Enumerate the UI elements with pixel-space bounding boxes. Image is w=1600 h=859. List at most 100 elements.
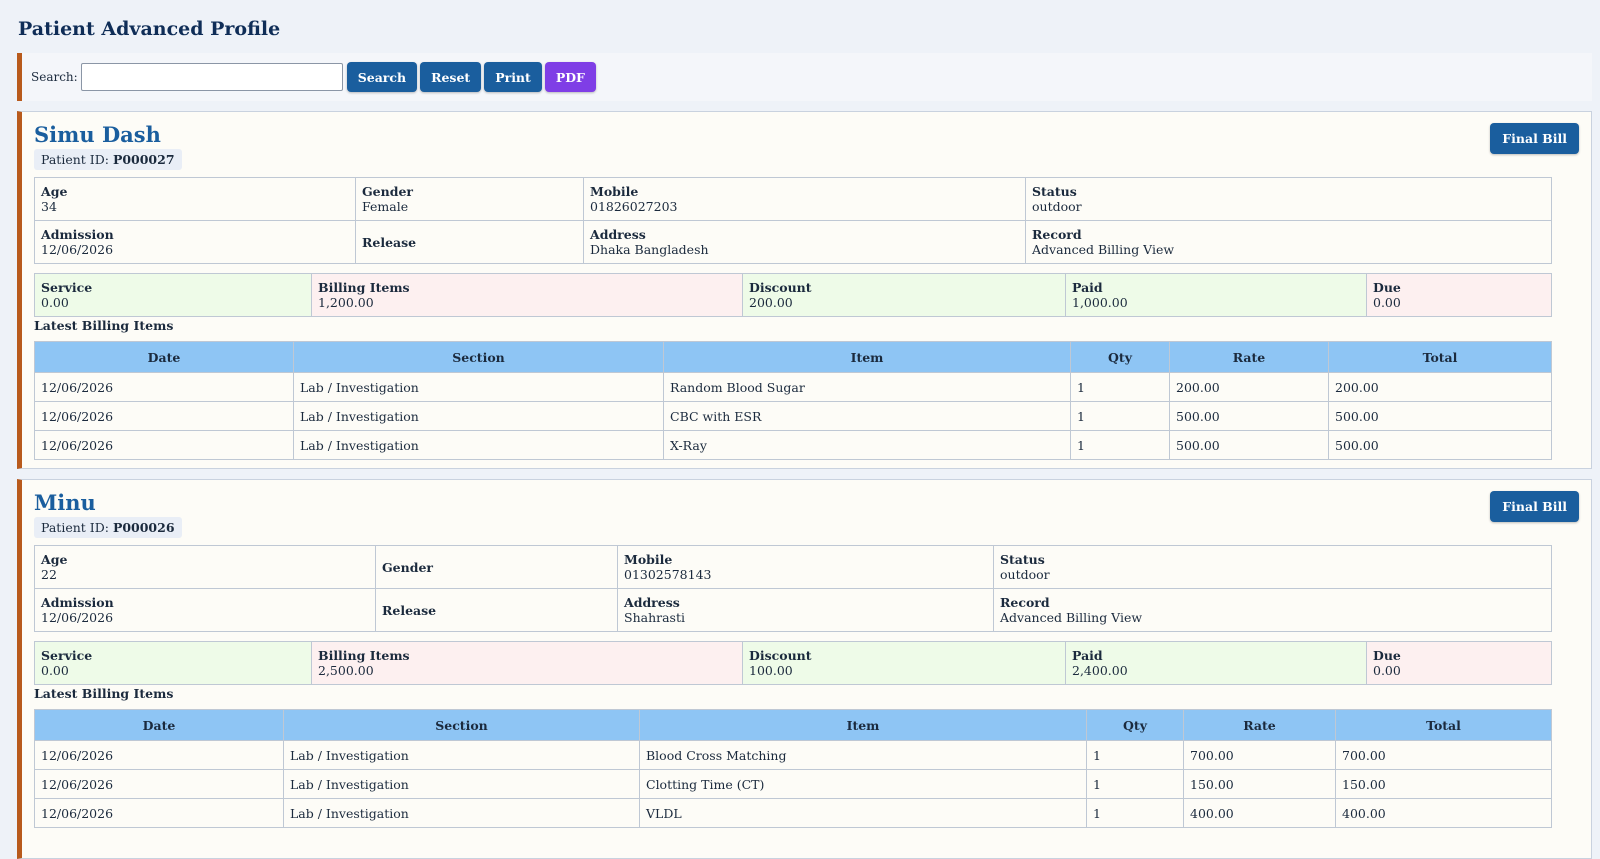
admission-cell: Admission 12/06/2026: [34, 220, 356, 264]
row-total: 700.00: [1335, 740, 1552, 770]
row-qty: 1: [1070, 430, 1170, 460]
search-input[interactable]: [80, 63, 343, 91]
service-value: 0.00: [41, 663, 69, 678]
record-value: Advanced Billing View: [1000, 610, 1143, 625]
status-cell: Status outdoor: [1025, 177, 1552, 221]
col-rate: Rate: [1183, 709, 1336, 741]
final-bill-button[interactable]: Final Bill: [1490, 491, 1579, 522]
row-section: Lab / Investigation: [293, 401, 664, 431]
status-cell: Status outdoor: [993, 545, 1552, 589]
service-label: Service: [41, 280, 93, 295]
patient-id-label: Patient ID:: [41, 520, 109, 535]
status-label: Status: [1000, 552, 1045, 567]
discount-cell: Discount 200.00: [742, 273, 1066, 317]
table-row: 12/06/2026 Lab / Investigation X-Ray 1 5…: [34, 430, 1552, 460]
admission-value: 12/06/2026: [41, 242, 114, 257]
print-button[interactable]: Print: [484, 62, 542, 92]
col-date: Date: [34, 341, 294, 373]
paid-label: Paid: [1072, 648, 1103, 663]
mobile-cell: Mobile 01302578143: [617, 545, 994, 589]
admission-value: 12/06/2026: [41, 610, 114, 625]
row-section: Lab / Investigation: [293, 372, 664, 402]
status-value: outdoor: [1000, 567, 1050, 582]
row-total: 150.00: [1335, 769, 1552, 799]
row-date: 12/06/2026: [34, 430, 294, 460]
latest-billing-heading: Latest Billing Items: [34, 686, 174, 701]
billing-summary-table: Service 0.00 Billing Items 1,200.00 Disc…: [34, 273, 1552, 317]
col-section: Section: [283, 709, 640, 741]
col-item: Item: [639, 709, 1087, 741]
paid-value: 1,000.00: [1072, 295, 1128, 310]
row-total: 400.00: [1335, 798, 1552, 828]
patient-card: Minu Patient ID: P000026 Final Bill Age …: [17, 479, 1592, 859]
due-label: Due: [1373, 648, 1401, 663]
gender-cell: Gender Female: [355, 177, 584, 221]
billing-items-table: Date Section Item Qty Rate Total 12/06/2…: [34, 709, 1552, 828]
search-button[interactable]: Search: [346, 62, 418, 92]
discount-label: Discount: [749, 280, 812, 295]
billing-items-cell: Billing Items 2,500.00: [311, 641, 743, 685]
paid-cell: Paid 2,400.00: [1065, 641, 1367, 685]
final-bill-button[interactable]: Final Bill: [1490, 123, 1579, 154]
address-label: Address: [590, 227, 646, 242]
pdf-button[interactable]: PDF: [544, 62, 596, 92]
row-date: 12/06/2026: [34, 798, 284, 828]
discount-value: 200.00: [749, 295, 793, 310]
age-label: Age: [41, 184, 68, 199]
row-qty: 1: [1086, 740, 1184, 770]
col-qty: Qty: [1086, 709, 1184, 741]
mobile-value: 01302578143: [624, 567, 712, 582]
release-label: Release: [382, 602, 437, 618]
address-value: Dhaka Bangladesh: [590, 242, 709, 257]
search-toolbar: Search: Search Reset Print PDF: [17, 53, 1592, 101]
patient-info-table: Age 22 Gender Mobile 01302578143 Status …: [34, 545, 1552, 632]
billing-items-cell: Billing Items 1,200.00: [311, 273, 743, 317]
row-item: Clotting Time (CT): [639, 769, 1087, 799]
row-section: Lab / Investigation: [283, 740, 640, 770]
row-item: X-Ray: [663, 430, 1071, 460]
row-section: Lab / Investigation: [283, 798, 640, 828]
admission-label: Admission: [41, 227, 114, 242]
row-rate: 400.00: [1183, 798, 1336, 828]
billing-items-label: Billing Items: [318, 280, 410, 295]
row-qty: 1: [1086, 769, 1184, 799]
service-value: 0.00: [41, 295, 69, 310]
age-value: 34: [41, 199, 57, 214]
table-row: 12/06/2026 Lab / Investigation Blood Cro…: [34, 740, 1552, 770]
gender-value: Female: [362, 199, 409, 214]
gender-cell: Gender: [375, 545, 618, 589]
billing-items-table: Date Section Item Qty Rate Total 12/06/2…: [34, 341, 1552, 460]
discount-label: Discount: [749, 648, 812, 663]
table-row: 12/06/2026 Lab / Investigation Random Bl…: [34, 372, 1552, 402]
row-rate: 500.00: [1169, 401, 1329, 431]
row-qty: 1: [1070, 372, 1170, 402]
patient-id-value: P000027: [112, 152, 175, 167]
col-total: Total: [1328, 341, 1552, 373]
row-rate: 700.00: [1183, 740, 1336, 770]
patient-id-value: P000026: [112, 520, 175, 535]
col-item: Item: [663, 341, 1071, 373]
address-value: Shahrasti: [624, 610, 685, 625]
patient-id-badge: Patient ID: P000027: [34, 149, 182, 170]
service-label: Service: [41, 648, 93, 663]
row-date: 12/06/2026: [34, 372, 294, 402]
patient-id-badge: Patient ID: P000026: [34, 517, 182, 538]
row-qty: 1: [1086, 798, 1184, 828]
service-cell: Service 0.00: [34, 273, 312, 317]
billing-items-value: 1,200.00: [318, 295, 374, 310]
col-section: Section: [293, 341, 664, 373]
patient-card: Simu Dash Patient ID: P000027 Final Bill…: [17, 111, 1592, 469]
record-label: Record: [1000, 595, 1050, 610]
row-date: 12/06/2026: [34, 740, 284, 770]
discount-cell: Discount 100.00: [742, 641, 1066, 685]
row-qty: 1: [1070, 401, 1170, 431]
search-label: Search:: [31, 70, 78, 84]
col-total: Total: [1335, 709, 1552, 741]
row-total: 500.00: [1328, 401, 1552, 431]
reset-button[interactable]: Reset: [420, 62, 482, 92]
billing-items-label: Billing Items: [318, 648, 410, 663]
row-item: Blood Cross Matching: [639, 740, 1087, 770]
due-cell: Due 0.00: [1366, 273, 1552, 317]
paid-value: 2,400.00: [1072, 663, 1128, 678]
release-cell: Release: [375, 588, 618, 632]
